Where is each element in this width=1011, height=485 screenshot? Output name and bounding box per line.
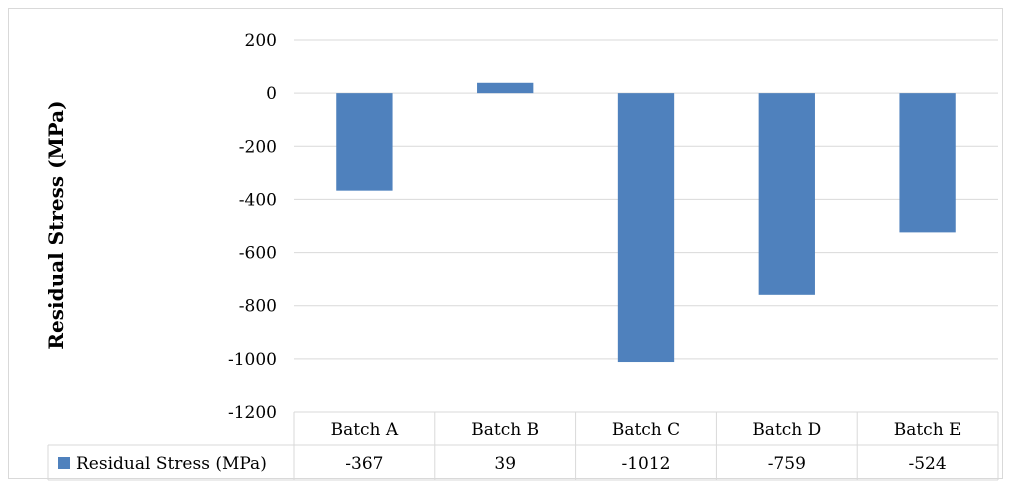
- data-table-value: -1012: [621, 454, 670, 474]
- data-table-value: 39: [494, 454, 516, 474]
- y-tick-label: -400: [239, 190, 277, 210]
- data-table-value: -367: [345, 454, 383, 474]
- legend-series-name: Residual Stress (MPa): [76, 454, 267, 474]
- y-tick-label: -800: [239, 297, 277, 317]
- y-axis-ticks: 200 0 -200 -400 -600 -800 -1000 -1200: [228, 31, 277, 423]
- data-table-value: -524: [908, 454, 946, 474]
- bar-batch-a: [336, 93, 393, 191]
- legend-key-icon: [58, 457, 70, 469]
- y-tick-label: -1200: [228, 403, 277, 423]
- y-tick-label: -200: [239, 137, 277, 157]
- x-category-label: Batch B: [471, 420, 539, 440]
- chart-border: [8, 8, 1003, 479]
- x-category-label: Batch A: [331, 420, 399, 440]
- bar-batch-e: [899, 93, 956, 233]
- y-tick-label: 0: [266, 84, 277, 104]
- x-category-label: Batch D: [752, 420, 821, 440]
- data-table-value: -759: [768, 454, 806, 474]
- y-tick-label: -1000: [228, 350, 277, 370]
- y-axis-label: Residual Stress (MPa): [44, 100, 68, 349]
- x-category-label: Batch C: [612, 420, 680, 440]
- bar-batch-b: [477, 82, 534, 94]
- y-tick-label: -600: [239, 244, 277, 264]
- x-category-label: Batch E: [894, 420, 962, 440]
- data-table: Batch A Batch B Batch C Batch D Batch E -367 3…: [47, 411, 999, 481]
- y-tick-label: 200: [245, 31, 277, 51]
- bars: [336, 82, 956, 363]
- bar-batch-d: [758, 93, 815, 295]
- bar-batch-c: [617, 93, 675, 363]
